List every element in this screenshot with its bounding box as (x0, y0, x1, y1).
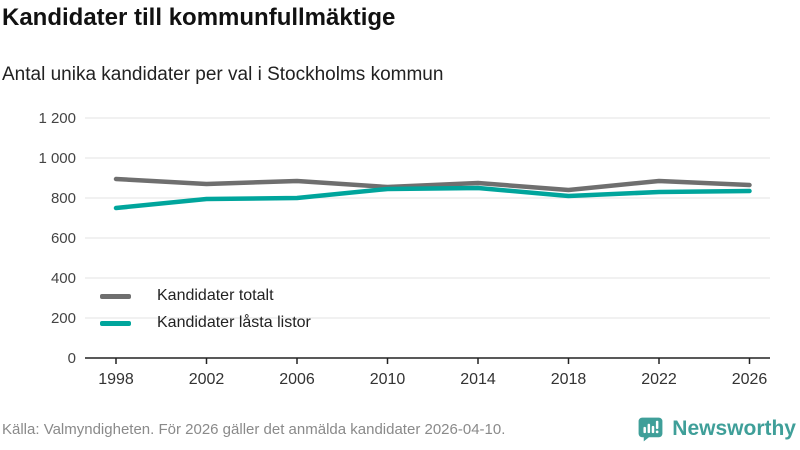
y-tick-label: 1 200 (38, 110, 76, 127)
y-tick-label: 400 (51, 270, 76, 287)
legend-swatch-locked-lists (100, 320, 131, 326)
y-tick-label: 0 (68, 350, 76, 367)
chart-subtitle: Antal unika kandidater per val i Stockho… (2, 64, 444, 85)
series-line-locked-lists (113, 185, 752, 211)
chart-title: Kandidater till kommunfullmäktige (2, 4, 396, 31)
x-tick-label: 2022 (641, 371, 677, 388)
series-line-total (113, 176, 752, 193)
x-tick-label: 2002 (189, 371, 225, 388)
y-tick-label: 200 (51, 310, 76, 327)
newsworthy-bubble-chart-icon (638, 417, 663, 441)
legend-label-total: Kandidater totalt (157, 287, 274, 304)
x-tick-label: 2006 (279, 371, 315, 388)
x-tick-label: 2018 (551, 371, 587, 388)
newsworthy-logo-text: Newsworthy (672, 417, 796, 440)
source-note: Källa: Valmyndigheten. För 2026 gäller d… (2, 420, 506, 438)
legend-item-locked-lists[interactable]: Kandidater låsta listor (100, 314, 311, 332)
x-tick-label: 1998 (98, 371, 134, 388)
y-tick-label: 800 (51, 190, 76, 207)
x-tick-label: 2010 (370, 371, 406, 388)
chart-legend: Kandidater totalt Kandidater låsta listo… (100, 287, 311, 332)
chart-footer: Källa: Valmyndigheten. För 2026 gäller d… (0, 412, 800, 450)
y-tick-label: 600 (51, 230, 76, 247)
legend-label-locked-lists: Kandidater låsta listor (157, 314, 311, 331)
legend-item-total[interactable]: Kandidater totalt (100, 287, 311, 305)
newsworthy-logo[interactable]: Newsworthy (636, 415, 796, 444)
x-tick-label: 2026 (732, 371, 768, 388)
x-tick-label: 2014 (460, 371, 496, 388)
y-tick-label: 1 000 (38, 150, 76, 167)
legend-swatch-total (100, 293, 131, 299)
